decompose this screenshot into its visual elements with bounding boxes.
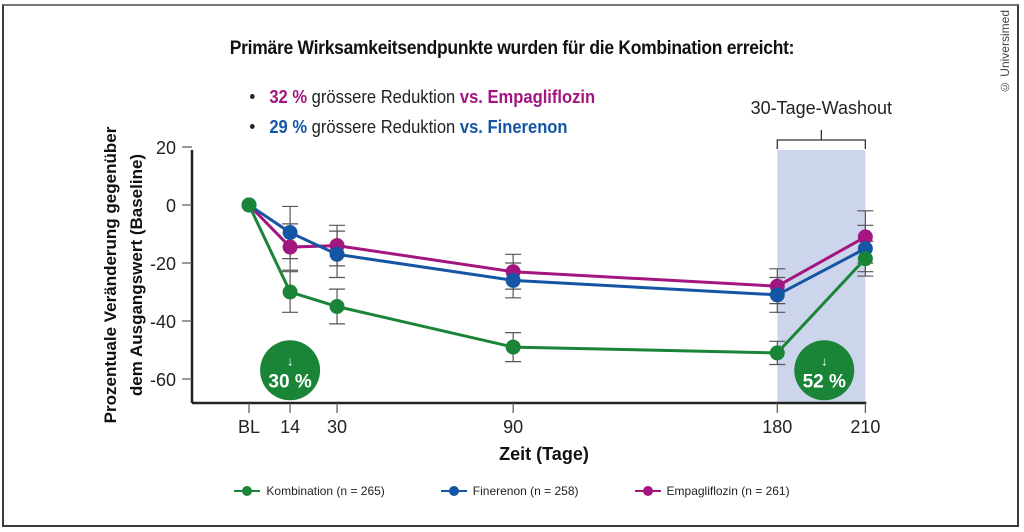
down-arrow-icon: ↓ bbox=[821, 353, 828, 368]
data-point bbox=[857, 251, 873, 267]
bullet-dot bbox=[250, 123, 255, 129]
y-axis-title-line-2: dem Ausgangswert (Baseline) bbox=[127, 154, 146, 396]
data-point bbox=[505, 272, 521, 288]
x-tick-label: 14 bbox=[280, 417, 300, 437]
y-tick-label: 0 bbox=[166, 196, 176, 216]
legend-item: Finerenon (n = 258) bbox=[440, 484, 579, 498]
x-tick-label: 90 bbox=[503, 417, 523, 437]
washout-bracket bbox=[776, 130, 866, 149]
legend-item: Kombination (n = 265) bbox=[234, 484, 385, 498]
result-pct: 32 % bbox=[269, 87, 308, 107]
bullet-dot bbox=[250, 93, 255, 99]
y-tick-label: 20 bbox=[156, 138, 176, 158]
legend-marker-icon bbox=[634, 486, 661, 496]
legend-marker-icon bbox=[440, 486, 467, 496]
series-line bbox=[247, 203, 867, 288]
result-text: grössere Reduktion bbox=[307, 117, 460, 137]
x-axis-title: Zeit (Tage) bbox=[499, 444, 589, 464]
legend-item: Empagliflozin (n = 261) bbox=[634, 484, 790, 498]
data-point bbox=[282, 284, 298, 300]
data-point bbox=[282, 225, 298, 241]
chart-title: Primäre Wirksamkeitsendpunkte wurden für… bbox=[229, 38, 795, 59]
x-tick-label: 30 bbox=[327, 417, 347, 437]
result-text: grössere Reduktion bbox=[307, 87, 460, 107]
washout-label: 30-Tage-Washout bbox=[751, 98, 892, 118]
data-point bbox=[282, 239, 298, 255]
legend-label: Finerenon (n = 258) bbox=[472, 484, 579, 498]
y-tick-label: -60 bbox=[150, 370, 176, 390]
data-point bbox=[769, 345, 785, 361]
series-line bbox=[248, 203, 867, 297]
result-pct: 29 % bbox=[269, 117, 308, 137]
legend-label: Empagliflozin (n = 261) bbox=[666, 484, 790, 498]
y-tick-label: -40 bbox=[150, 312, 176, 332]
data-point bbox=[329, 299, 345, 314]
badge-label: 30 % bbox=[268, 371, 311, 392]
reduction-badge: ↓ 52 % bbox=[794, 340, 855, 401]
x-tick-label: 180 bbox=[762, 417, 792, 437]
result-finerenon: 29 % grössere Reduktion vs. Finerenon bbox=[250, 114, 595, 144]
badge-circle bbox=[794, 340, 855, 401]
y-tick-label: -20 bbox=[150, 254, 176, 274]
figure-frame bbox=[2, 4, 1019, 527]
legend: Kombination (n = 265) Finerenon (n = 258)… bbox=[0, 484, 1024, 498]
badge-label: 52 % bbox=[803, 371, 846, 392]
data-point bbox=[505, 339, 521, 355]
x-tick-label: 210 bbox=[850, 417, 880, 437]
key-results: 32 % grössere Reduktion vs. Empagliflozi… bbox=[250, 84, 595, 144]
badge-circle bbox=[260, 340, 321, 401]
result-comparator: vs. Finerenon bbox=[459, 117, 568, 137]
data-point bbox=[769, 287, 785, 303]
series-line bbox=[247, 204, 867, 355]
x-tick-label: BL bbox=[238, 417, 260, 437]
result-comparator: vs. Empagliflozin bbox=[459, 87, 596, 107]
down-arrow-icon: ↓ bbox=[287, 353, 294, 368]
reduction-badge: ↓ 30 % bbox=[260, 340, 321, 401]
y-axis-title-line-1: Prozentuale Veränderung gegenüber bbox=[101, 126, 120, 423]
data-point bbox=[857, 229, 873, 245]
data-point bbox=[241, 197, 257, 213]
data-point bbox=[329, 246, 345, 262]
legend-label: Kombination (n = 265) bbox=[266, 484, 385, 498]
result-empagliflozin: 32 % grössere Reduktion vs. Empagliflozi… bbox=[250, 84, 595, 114]
legend-marker-icon bbox=[234, 486, 261, 496]
